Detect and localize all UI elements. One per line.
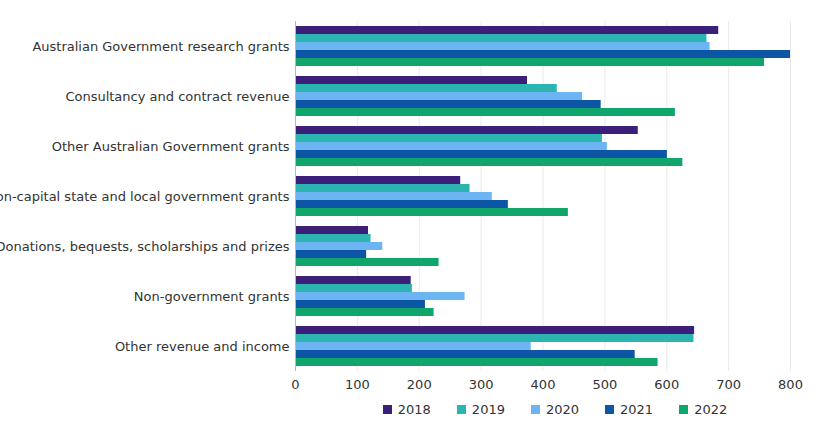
svg-text:200: 200 (407, 377, 432, 392)
svg-text:Non-capital state and local go: Non-capital state and local government g… (0, 189, 290, 204)
svg-text:100: 100 (345, 377, 370, 392)
svg-text:500: 500 (592, 377, 617, 392)
svg-text:600: 600 (654, 377, 679, 392)
html-text:2022: 2022 (694, 402, 728, 417)
svg-text:400: 400 (531, 377, 556, 392)
html-text:2021: 2021 (620, 402, 654, 417)
svg-text:300: 300 (469, 377, 494, 392)
svg-text:Non-government grants: Non-government grants (134, 289, 290, 304)
svg-text:Other revenue and income: Other revenue and income (115, 339, 290, 354)
html-text:2018: 2018 (397, 402, 431, 417)
svg-text:Consultancy and contract reven: Consultancy and contract revenue (65, 89, 289, 104)
svg-text:800: 800 (778, 377, 803, 392)
svg-text:700: 700 (716, 377, 741, 392)
svg-text:Australian Government research: Australian Government research grants (32, 39, 289, 54)
svg-text:Donations, bequests, scholarsh: Donations, bequests, scholarships and pr… (0, 239, 290, 254)
html-text:2019: 2019 (471, 402, 505, 417)
svg-text:Other Australian Government gr: Other Australian Government grants (52, 139, 290, 154)
svg-text:0: 0 (291, 377, 299, 392)
html-text:2020: 2020 (546, 402, 579, 417)
